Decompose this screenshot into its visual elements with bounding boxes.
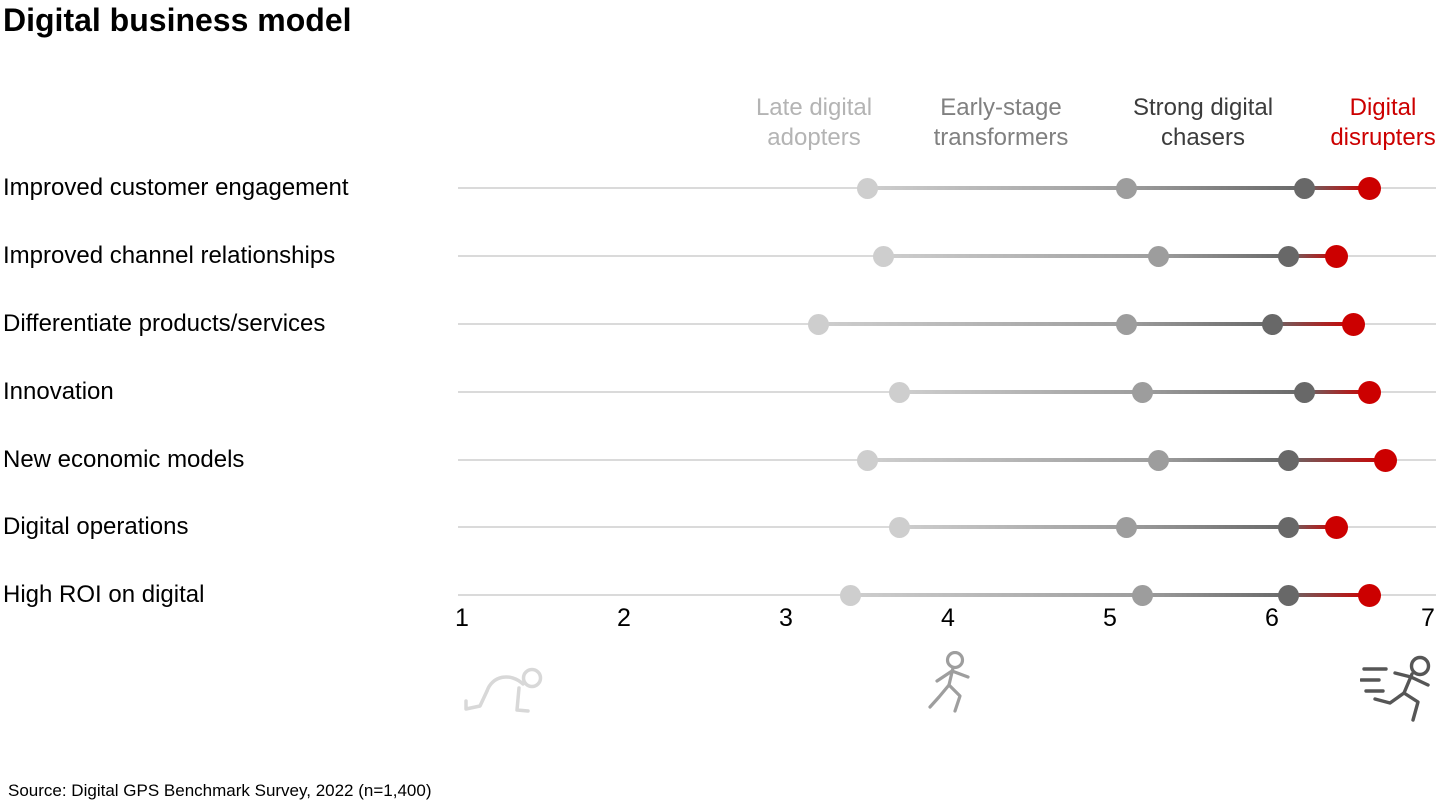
dot-early-stage-transformers bbox=[1115, 313, 1137, 335]
row-label: Improved channel relationships bbox=[3, 242, 336, 269]
dot-early-stage-transformers bbox=[1115, 177, 1137, 199]
dot-strong-digital-chasers bbox=[1277, 245, 1299, 267]
row-connector bbox=[883, 254, 1337, 258]
chart-title: Digital business model bbox=[3, 2, 352, 38]
dot-late-digital-adopters bbox=[856, 449, 878, 471]
dot-early-stage-transformers bbox=[1131, 584, 1153, 606]
dot-strong-digital-chasers bbox=[1261, 313, 1283, 335]
dot-early-stage-transformers bbox=[1148, 449, 1170, 471]
dot-digital-disrupters bbox=[1325, 515, 1349, 539]
dot-early-stage-transformers bbox=[1148, 245, 1170, 267]
dot-strong-digital-chasers bbox=[1293, 177, 1315, 199]
row-connector bbox=[867, 458, 1386, 462]
row-connector bbox=[850, 593, 1370, 597]
dot-early-stage-transformers bbox=[1115, 516, 1137, 538]
x-axis-tick: 4 bbox=[941, 604, 955, 632]
walking-person-icon bbox=[928, 651, 970, 713]
dot-late-digital-adopters bbox=[807, 313, 829, 335]
dot-late-digital-adopters bbox=[856, 177, 878, 199]
dot-early-stage-transformers bbox=[1131, 381, 1153, 403]
dot-strong-digital-chasers bbox=[1277, 516, 1299, 538]
row-label: Innovation bbox=[3, 378, 114, 405]
x-axis-tick: 3 bbox=[779, 604, 793, 632]
row-label: Digital operations bbox=[3, 513, 189, 540]
x-axis-tick: 1 bbox=[455, 604, 469, 632]
dot-digital-disrupters bbox=[1325, 244, 1349, 268]
sprinting-person-icon bbox=[1360, 655, 1431, 722]
dot-late-digital-adopters bbox=[840, 584, 862, 606]
dot-strong-digital-chasers bbox=[1293, 381, 1315, 403]
dot-strong-digital-chasers bbox=[1277, 584, 1299, 606]
legend-item-early-stage-transformers: Early-stage transformers bbox=[933, 94, 1069, 151]
legend-item-digital-disrupters: Digital disrupters bbox=[1330, 94, 1436, 151]
dot-late-digital-adopters bbox=[872, 245, 894, 267]
dot-late-digital-adopters bbox=[888, 516, 910, 538]
dot-digital-disrupters bbox=[1357, 176, 1381, 200]
row-label: Improved customer engagement bbox=[3, 174, 349, 201]
dot-digital-disrupters bbox=[1357, 380, 1381, 404]
source-note: Source: Digital GPS Benchmark Survey, 20… bbox=[8, 781, 432, 800]
dot-digital-disrupters bbox=[1357, 583, 1381, 607]
legend-item-strong-digital-chasers: Strong digital chasers bbox=[1132, 94, 1274, 151]
row-label: Differentiate products/services bbox=[3, 310, 326, 337]
row-connector bbox=[818, 322, 1353, 326]
dot-strong-digital-chasers bbox=[1277, 449, 1299, 471]
dot-digital-disrupters bbox=[1373, 448, 1397, 472]
x-axis-tick: 7 bbox=[1421, 604, 1435, 632]
row-label: New economic models bbox=[3, 446, 245, 473]
x-axis-tick: 6 bbox=[1265, 604, 1279, 632]
dot-late-digital-adopters bbox=[888, 381, 910, 403]
x-axis-tick: 2 bbox=[617, 604, 631, 632]
legend-item-late-digital-adopters: Late digital adopters bbox=[755, 94, 873, 151]
crawling-person-icon bbox=[464, 667, 543, 713]
x-axis-tick: 5 bbox=[1103, 604, 1117, 632]
dot-digital-disrupters bbox=[1341, 312, 1365, 336]
row-label: High ROI on digital bbox=[3, 581, 205, 608]
